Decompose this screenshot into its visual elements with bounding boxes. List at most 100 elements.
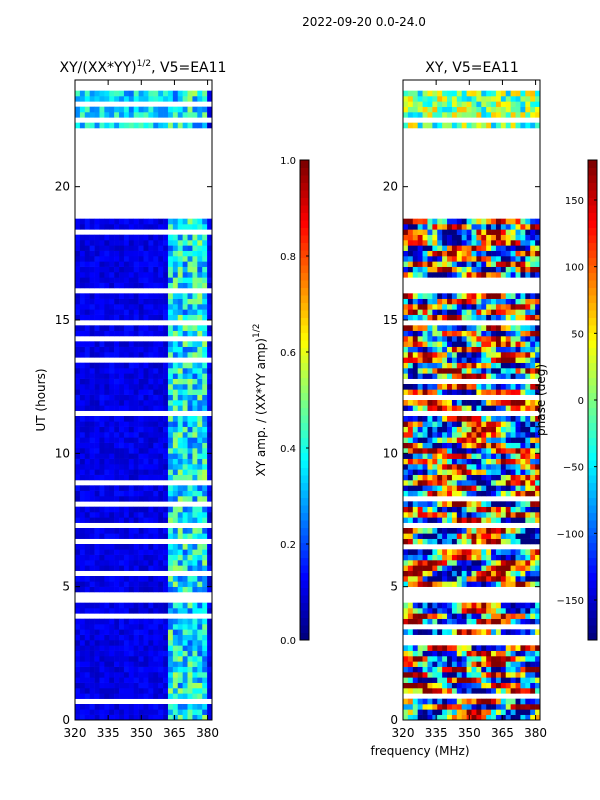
heatmap-cell (403, 341, 409, 347)
heatmap-cell (138, 672, 144, 678)
heatmap-cell (207, 384, 213, 390)
heatmap-cell (148, 352, 154, 358)
heatmap-cell (128, 272, 135, 278)
heatmap-cell (461, 229, 467, 235)
heatmap-cell (133, 112, 139, 118)
heatmap-cell (99, 218, 105, 225)
heatmap-cell (177, 218, 183, 225)
heatmap-cell (417, 538, 423, 545)
heatmap-cell (510, 384, 516, 390)
heatmap-cell (143, 224, 149, 230)
heatmap-cell (138, 256, 144, 262)
heatmap-cell (158, 645, 164, 651)
heatmap-cell (510, 704, 516, 710)
heatmap-cell (505, 698, 511, 705)
heatmap-cell (515, 400, 521, 406)
heatmap-cell (437, 672, 443, 678)
heatmap-cell (403, 336, 409, 342)
heatmap-cell (417, 352, 423, 358)
heatmap-cell (75, 405, 81, 411)
heatmap-cell (128, 250, 135, 257)
heatmap-cell (417, 704, 423, 710)
colorbar-segment (300, 317, 309, 326)
heatmap-cell (451, 266, 458, 273)
heatmap-cell (163, 122, 169, 129)
heatmap-cell (403, 448, 409, 454)
heatmap-cell (99, 96, 105, 102)
heatmap-cell (158, 282, 164, 289)
heatmap-cell (451, 469, 458, 475)
heatmap-cell (417, 224, 423, 230)
heatmap-cell (505, 261, 511, 267)
heatmap-cell (486, 629, 492, 635)
heatmap-cell (99, 437, 105, 443)
heatmap-cell (182, 634, 188, 641)
heatmap-cell (119, 469, 125, 475)
heatmap-cell (182, 416, 188, 422)
heatmap-cell (403, 469, 409, 475)
heatmap-cell (133, 346, 139, 353)
heatmap-cell (79, 517, 86, 523)
heatmap-cell (432, 341, 438, 347)
heatmap-cell (207, 90, 213, 97)
heatmap-cell (505, 490, 511, 497)
heatmap-cell (182, 304, 188, 310)
heatmap-cell (417, 474, 423, 481)
heatmap-cell (442, 645, 448, 651)
heatmap-cell (476, 266, 482, 273)
heatmap-cell (403, 474, 409, 481)
heatmap-cell (461, 656, 467, 662)
heatmap-cell (84, 618, 90, 625)
heatmap-cell (451, 96, 458, 102)
heatmap-cell (461, 570, 467, 577)
heatmap-cell (530, 613, 536, 619)
heatmap-cell (133, 330, 139, 337)
heatmap-cell (417, 490, 423, 497)
heatmap-cell (461, 442, 467, 449)
heatmap-row (403, 362, 541, 369)
heatmap-cell (422, 122, 428, 129)
heatmap-cell (471, 90, 477, 97)
heatmap-cell (442, 682, 448, 689)
heatmap-cell (75, 528, 81, 534)
heatmap-cell (451, 224, 458, 230)
heatmap-cell (456, 618, 463, 625)
heatmap-cell (114, 682, 120, 689)
heatmap-row (403, 272, 541, 278)
heatmap-cell (158, 314, 164, 321)
heatmap-cell (138, 224, 144, 230)
heatmap-cell (109, 368, 115, 374)
heatmap-cell (456, 474, 463, 481)
heatmap-cell (476, 426, 482, 433)
heatmap-cell (412, 565, 418, 571)
heatmap-cell (417, 330, 423, 337)
heatmap-cell (471, 448, 477, 454)
colorbar-segment (300, 415, 309, 423)
heatmap-cell (79, 474, 86, 481)
heatmap-cell (403, 490, 409, 497)
heatmap-cell (99, 661, 105, 667)
heatmap-cell (158, 672, 164, 678)
heatmap-cell (495, 122, 502, 129)
heatmap-cell (153, 506, 159, 513)
heatmap-cell (505, 714, 511, 721)
heatmap-cell (447, 608, 453, 614)
heatmap-cell (432, 565, 438, 571)
heatmap-cell (84, 122, 90, 129)
heatmap-cell (187, 304, 193, 310)
heatmap-cell (451, 442, 458, 449)
heatmap-cell (525, 101, 531, 107)
heatmap-cell (437, 565, 443, 571)
heatmap-cell (172, 341, 179, 347)
heatmap-cell (119, 405, 125, 411)
heatmap-cell (172, 437, 179, 443)
heatmap-row (403, 266, 541, 273)
heatmap-cell (417, 384, 423, 390)
heatmap-cell (153, 400, 159, 406)
heatmap-cell (481, 458, 487, 465)
heatmap-cell (197, 682, 203, 689)
heatmap-cell (197, 517, 203, 523)
heatmap-cell (172, 554, 179, 561)
heatmap-cell (412, 384, 418, 390)
heatmap-cell (119, 400, 125, 406)
